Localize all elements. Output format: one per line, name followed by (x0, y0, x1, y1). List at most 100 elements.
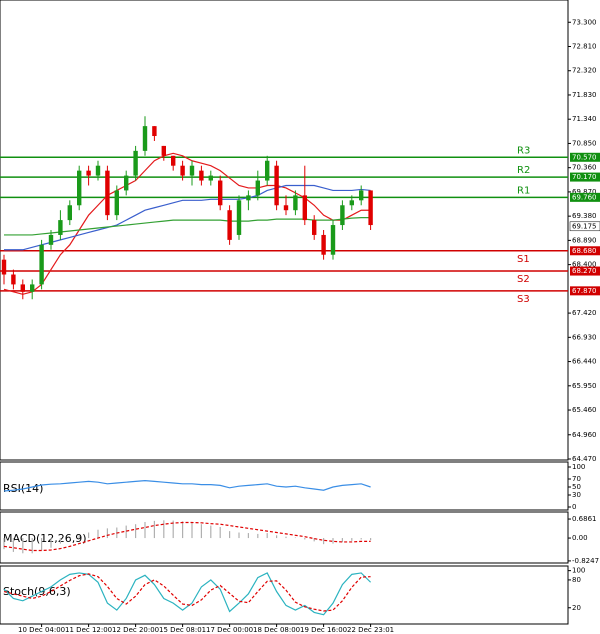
candle-body (208, 175, 213, 181)
x-tick-label: 17 Dec 00:00 (206, 626, 253, 634)
level-name: S2 (517, 274, 530, 285)
y-tick-label: 100 (572, 567, 585, 575)
histogram-bar (200, 524, 202, 539)
level-tag (570, 286, 600, 296)
histogram-bar (341, 538, 343, 543)
candle-body (199, 170, 204, 181)
candle-body (171, 155, 176, 166)
candle-body (161, 145, 166, 156)
indicator-line (3, 521, 371, 552)
histogram-bar (69, 538, 71, 540)
candle-body (124, 175, 129, 191)
histogram-bar (182, 521, 184, 539)
y-tick-label: 71.830 (572, 91, 597, 99)
histogram-bar (106, 528, 108, 539)
last-price-tag (569, 221, 600, 232)
level-name: S1 (517, 254, 530, 265)
candle-body (30, 284, 35, 292)
candle-body (330, 225, 336, 255)
y-tick-label: 0 (572, 503, 576, 511)
indicator-line (3, 152, 371, 295)
level-value: 70.570 (572, 153, 597, 161)
histogram-bar (50, 538, 52, 548)
histogram-bar (247, 533, 249, 539)
x-tick-label: 18 Dec 08:00 (253, 626, 300, 634)
candle-body (321, 234, 326, 255)
candle-body (218, 180, 223, 206)
level-name: R2 (517, 165, 530, 176)
candle-body (67, 205, 72, 221)
candle-body (58, 220, 63, 235)
y-tick-label: 20 (572, 604, 581, 612)
y-tick-label: 65.460 (572, 406, 597, 414)
x-tick-label: 15 Dec 08:01 (159, 626, 206, 634)
y-tick-label: 72.810 (572, 42, 597, 50)
candle-body (302, 195, 307, 221)
y-tick-label: 64.470 (572, 455, 597, 463)
y-tick-label: -0.8247 (572, 557, 599, 565)
main-panel (0, 0, 569, 461)
level-tag (570, 172, 600, 182)
candle-body (368, 190, 373, 226)
y-tick-label: 73.300 (572, 18, 597, 26)
y-tick-label: 72.320 (572, 67, 597, 75)
macd-panel (0, 511, 569, 564)
histogram-bar (172, 520, 174, 539)
candle-body (349, 200, 354, 206)
candle-body (359, 190, 364, 201)
level-value: 68.680 (572, 247, 597, 255)
candle-body (152, 126, 157, 137)
candle-body (265, 160, 270, 181)
candle-body (236, 200, 242, 235)
candle-body (180, 165, 185, 176)
y-tick-label: 68.400 (572, 261, 597, 269)
level-tag (570, 152, 600, 162)
histogram-bar (332, 538, 334, 544)
candle-body (283, 205, 289, 211)
x-tick-label: 11 Dec 12:00 (65, 626, 112, 634)
y-tick-label: 100 (572, 463, 585, 471)
y-tick-label: 66.930 (572, 333, 597, 341)
y-tick-label: 0.00 (572, 534, 588, 542)
level-value: 68.270 (572, 267, 597, 275)
y-tick-label: 70 (572, 475, 581, 483)
histogram-bar (219, 526, 221, 539)
histogram-bar (31, 538, 33, 554)
candle-body (114, 190, 119, 216)
candle-body (274, 165, 279, 206)
stoch-panel (0, 565, 569, 625)
y-tick-label: 66.440 (572, 358, 597, 366)
histogram-bar (294, 537, 296, 539)
histogram-bar (153, 520, 155, 539)
level-name: R3 (517, 145, 530, 156)
histogram-bar (88, 532, 90, 539)
histogram-bar (266, 533, 268, 539)
indicator-line (4, 184, 371, 251)
candle-body (86, 170, 91, 176)
candle-body (312, 220, 317, 235)
x-tick-label: 10 Dec 04:00 (18, 626, 65, 634)
candle-body (255, 180, 260, 196)
histogram-bar (78, 535, 80, 539)
y-tick-label: 70.360 (572, 164, 597, 172)
histogram-bar (276, 535, 278, 539)
level-tag (570, 192, 600, 202)
histogram-bar (257, 533, 259, 539)
candle-body (77, 170, 82, 206)
candle-body (20, 284, 25, 292)
candle-body (293, 195, 298, 211)
indicator-line (3, 573, 371, 612)
rsi-panel (0, 461, 569, 511)
histogram-bar (59, 538, 61, 544)
histogram-bar (22, 538, 24, 554)
y-tick-label: 67.420 (572, 309, 597, 317)
x-tick-label: 12 Dec 20:00 (112, 626, 159, 634)
histogram-bar (370, 538, 372, 541)
candle-body (133, 150, 138, 176)
y-tick-label: 65.950 (572, 382, 597, 390)
candle-body (48, 234, 54, 245)
histogram-bar (12, 538, 14, 552)
y-tick-label: 71.340 (572, 115, 597, 123)
level-value: 70.170 (572, 173, 597, 181)
level-tag (570, 266, 600, 276)
